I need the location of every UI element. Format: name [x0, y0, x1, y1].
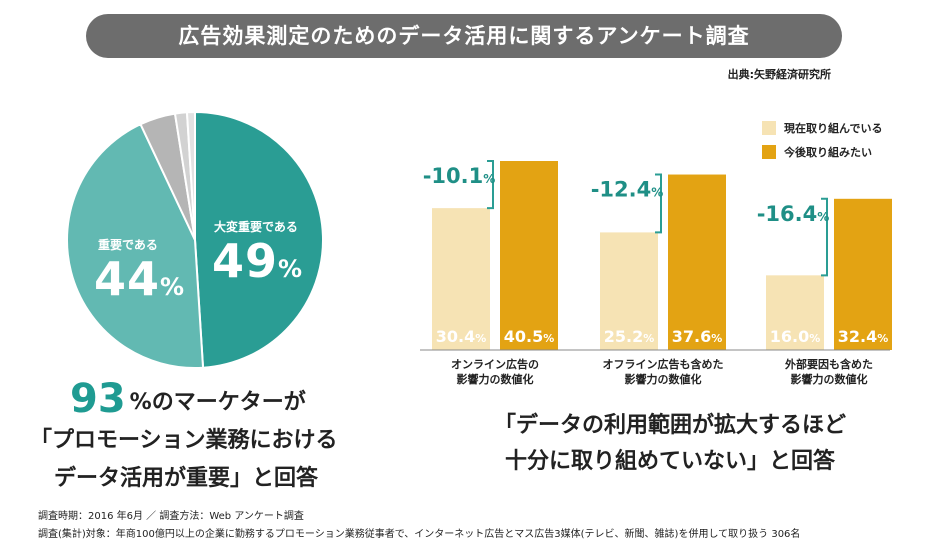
source-credit: 出典:矢野経済研究所 — [727, 68, 831, 81]
footnote-survey-period: 調査時期：2016 年6月 ／ 調査方法：Web アンケート調査 — [38, 511, 304, 522]
bar-future-0 — [500, 161, 558, 350]
pie-label-very-important: 大変重要である — [214, 218, 298, 235]
pie-value-important: 44% — [94, 252, 184, 306]
page-title: 広告効果測定のためのデータ活用に関するアンケート調査 — [86, 14, 842, 58]
diff-label-2: -16.4% — [757, 202, 830, 226]
pie-slice-0 — [194, 110, 324, 369]
headline-left-line2: 「プロモーション業務における — [30, 428, 338, 453]
headline-left: 93 %のマーケターが 「プロモーション業務における データ活用が重要」と回答 — [30, 379, 338, 498]
bar-label-current-1: 25.2% — [604, 327, 655, 346]
headline-left-line1: %のマーケターが — [129, 390, 306, 415]
category-label-0-1: 影響力の数値化 — [457, 372, 534, 386]
bar-current-2 — [766, 275, 824, 350]
legend-item-future: 今後取り組みたい — [762, 145, 882, 159]
legend-swatch-current — [762, 121, 776, 135]
headline-right-line1: 「データの利用範囲が拡大するほど — [493, 413, 846, 438]
bar-label-future-2: 32.4% — [838, 327, 889, 346]
legend-item-current: 現在取り組んでいる — [762, 121, 882, 135]
diff-bracket-2 — [821, 197, 828, 277]
pie-value-very-important-number: 49 — [212, 234, 279, 288]
diff-label-1: -12.4% — [591, 178, 664, 202]
category-label-1-1: 影響力の数値化 — [625, 372, 702, 386]
diff-bracket-0 — [487, 160, 494, 210]
pie-label-very-important-text: 大変重要である — [214, 220, 298, 234]
bar-future-1 — [668, 174, 726, 350]
bar-label-current-0: 30.4% — [436, 327, 487, 346]
bar-label-current-2: 16.0% — [770, 327, 821, 346]
pie-slice-4 — [185, 110, 196, 241]
pie-value-very-important: 49% — [212, 234, 302, 288]
headline-left-line3: データ活用が重要」と回答 — [54, 466, 319, 491]
pie-label-important-text: 重要である — [98, 238, 158, 252]
diff-label-0: -10.1% — [423, 164, 496, 188]
pie-chart — [66, 110, 324, 369]
legend-label-future: 今後取り組みたい — [784, 146, 872, 159]
category-label-2-0: 外部要因も含めた — [784, 357, 873, 371]
bar-legend: 現在取り組んでいる 今後取り組みたい — [762, 121, 882, 169]
headline-left-number: 93 — [70, 376, 126, 422]
legend-label-current: 現在取り組んでいる — [784, 122, 883, 135]
pie-value-important-number: 44 — [94, 252, 161, 306]
pie-value-very-important-unit: % — [278, 255, 303, 283]
diff-bracket-1 — [655, 173, 662, 234]
footnote-survey-target: 調査(集計)対象：年商100億円以上の企業に勤務するプロモーション業務従事者で、… — [38, 529, 801, 540]
headline-right: 「データの利用範囲が拡大するほど 十分に取り組めていない」と回答 — [470, 408, 870, 480]
legend-swatch-future — [762, 145, 776, 159]
bar-current-1 — [600, 232, 658, 350]
pie-value-important-unit: % — [160, 273, 185, 301]
bar-current-0 — [432, 208, 490, 350]
pie-label-important: 重要である — [98, 236, 158, 253]
bar-label-future-1: 37.6% — [672, 327, 723, 346]
category-label-1-0: オフライン広告も含めた — [603, 357, 724, 371]
headline-right-line2: 十分に取り組めていない」と回答 — [504, 449, 835, 474]
category-label-0-0: オンライン広告の — [451, 357, 539, 371]
bar-future-2 — [834, 198, 892, 350]
bar-label-future-0: 40.5% — [504, 327, 555, 346]
category-label-2-1: 影響力の数値化 — [791, 372, 868, 386]
